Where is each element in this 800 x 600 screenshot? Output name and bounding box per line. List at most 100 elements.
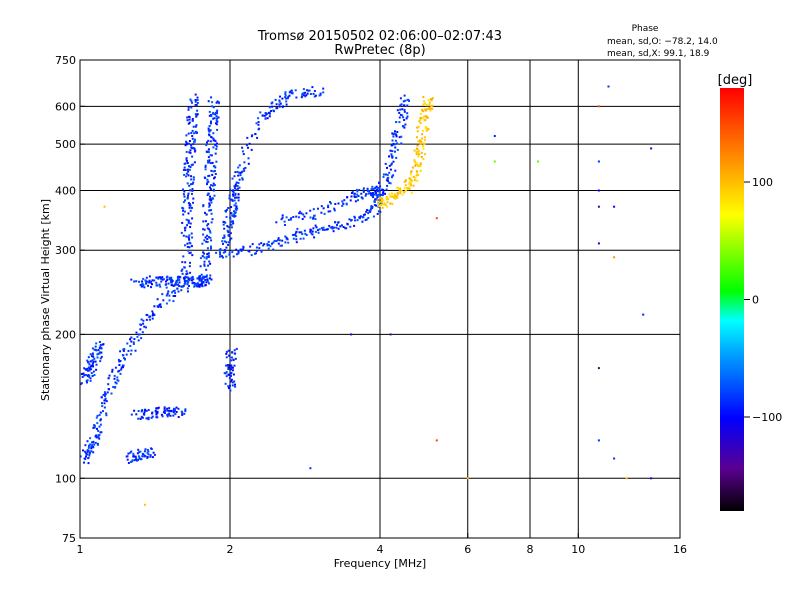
trace-point bbox=[413, 179, 416, 182]
trace-point bbox=[93, 348, 96, 351]
trace-point bbox=[91, 444, 94, 447]
trace-point bbox=[237, 187, 240, 190]
trace-point bbox=[171, 284, 174, 287]
trace-point bbox=[389, 168, 392, 171]
trace-point bbox=[366, 209, 369, 212]
trace-point bbox=[206, 247, 209, 250]
trace-point bbox=[242, 245, 245, 248]
trace-point bbox=[191, 254, 194, 257]
trace-point bbox=[398, 136, 401, 139]
trace-point bbox=[304, 232, 307, 235]
trace-point bbox=[427, 128, 430, 131]
trace-point bbox=[210, 212, 213, 215]
trace-point bbox=[395, 156, 398, 159]
trace-point bbox=[422, 145, 424, 148]
trace-point bbox=[339, 225, 342, 228]
trace-point bbox=[303, 215, 306, 218]
scatter-point bbox=[597, 189, 600, 192]
trace-point bbox=[188, 165, 190, 168]
trace-point bbox=[165, 294, 168, 297]
trace-point bbox=[390, 144, 393, 147]
trace-point bbox=[410, 180, 413, 183]
trace-point bbox=[192, 176, 195, 179]
trace-point bbox=[98, 347, 101, 349]
trace-point bbox=[172, 409, 175, 412]
trace-point bbox=[410, 183, 412, 186]
trace-point bbox=[235, 181, 238, 184]
trace-point bbox=[82, 449, 84, 452]
trace-point bbox=[239, 174, 242, 177]
trace-point bbox=[394, 146, 397, 149]
trace-point bbox=[191, 236, 194, 239]
trace-point bbox=[212, 189, 215, 192]
trace-point bbox=[367, 217, 370, 219]
trace-point bbox=[187, 281, 190, 284]
trace-point bbox=[395, 134, 398, 136]
trace-point bbox=[380, 201, 383, 203]
trace-point bbox=[302, 88, 305, 91]
trace-point bbox=[208, 228, 211, 231]
trace-point bbox=[186, 159, 188, 162]
trace-point bbox=[170, 281, 173, 284]
trace-point bbox=[215, 145, 218, 148]
trace-point bbox=[198, 283, 201, 286]
trace-point bbox=[143, 413, 146, 416]
trace-point bbox=[232, 222, 235, 225]
trace-point bbox=[383, 202, 386, 205]
trace-point bbox=[172, 290, 175, 293]
trace-point bbox=[129, 451, 132, 454]
trace-point bbox=[281, 214, 284, 217]
trace-point bbox=[334, 221, 337, 224]
trace-point bbox=[95, 363, 98, 366]
trace-point bbox=[388, 164, 391, 167]
trace-point bbox=[210, 245, 212, 248]
trace-point bbox=[224, 250, 227, 253]
trace-point bbox=[306, 92, 309, 95]
trace-point bbox=[155, 276, 158, 279]
trace-point bbox=[187, 276, 190, 279]
scatter-point bbox=[537, 160, 539, 163]
trace-point bbox=[258, 247, 261, 250]
trace-point bbox=[183, 168, 186, 171]
trace-point bbox=[395, 135, 398, 138]
trace-point bbox=[170, 278, 173, 281]
trace-point bbox=[211, 101, 214, 104]
trace-point bbox=[149, 315, 152, 318]
trace-point bbox=[189, 183, 192, 186]
trace-point bbox=[384, 162, 387, 165]
trace-point bbox=[92, 451, 95, 454]
trace-point bbox=[365, 210, 368, 213]
trace-point bbox=[377, 190, 380, 193]
trace-point bbox=[225, 241, 228, 244]
trace-point bbox=[105, 414, 108, 417]
trace-point bbox=[214, 173, 217, 175]
trace-point bbox=[422, 96, 425, 99]
trace-point bbox=[132, 455, 135, 458]
trace-point bbox=[230, 366, 233, 369]
trace-point bbox=[421, 116, 424, 119]
trace-point bbox=[133, 459, 136, 462]
trace-point bbox=[228, 354, 231, 357]
trace-point bbox=[207, 252, 210, 255]
trace-point bbox=[184, 144, 187, 147]
trace-point bbox=[234, 215, 237, 218]
trace-point bbox=[184, 410, 187, 412]
trace-point bbox=[398, 111, 401, 114]
trace-point bbox=[407, 188, 410, 191]
trace-point bbox=[139, 284, 142, 286]
trace-point bbox=[90, 445, 93, 448]
trace-point bbox=[247, 162, 250, 165]
trace-point bbox=[184, 244, 186, 247]
y-tick-label: 200 bbox=[55, 328, 76, 341]
trace-point bbox=[409, 173, 412, 176]
trace-point bbox=[199, 257, 202, 260]
trace-point bbox=[165, 286, 168, 289]
trace-point bbox=[223, 249, 226, 251]
trace-point bbox=[209, 274, 212, 277]
trace-point bbox=[284, 241, 287, 244]
trace-point bbox=[388, 171, 391, 174]
trace-point bbox=[402, 125, 405, 128]
chart-subtitle: RwPretec (8p) bbox=[334, 43, 425, 58]
trace-point bbox=[196, 113, 199, 116]
trace-point bbox=[372, 188, 375, 190]
